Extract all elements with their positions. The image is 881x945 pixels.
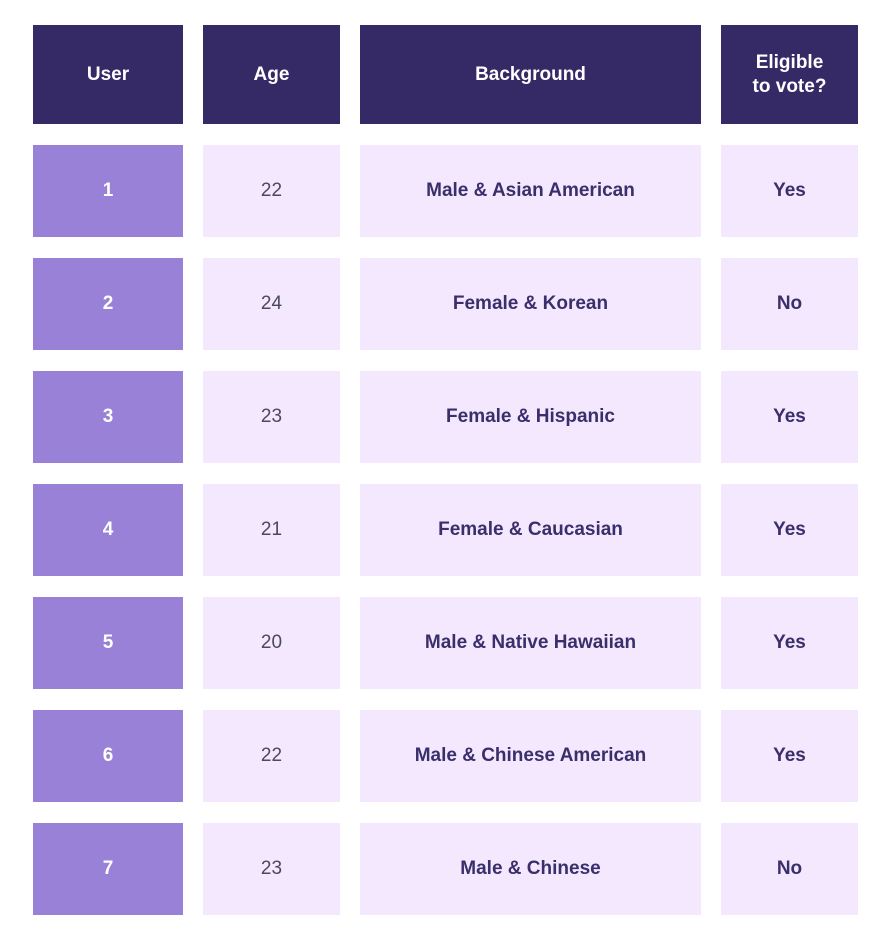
header-background: Background	[360, 25, 701, 124]
age-cell: 22	[203, 710, 340, 802]
age-cell: 23	[203, 371, 340, 463]
age-cell: 20	[203, 597, 340, 689]
background-cell: Female & Korean	[360, 258, 701, 350]
age-cell: 22	[203, 145, 340, 237]
user-id-cell: 1	[33, 145, 183, 237]
user-id-cell: 4	[33, 484, 183, 576]
background-cell: Male & Chinese American	[360, 710, 701, 802]
user-id-cell: 3	[33, 371, 183, 463]
user-id-cell: 5	[33, 597, 183, 689]
age-cell: 23	[203, 823, 340, 915]
user-id-cell: 7	[33, 823, 183, 915]
header-user: User	[33, 25, 183, 124]
eligible-cell: No	[721, 258, 858, 350]
age-cell: 24	[203, 258, 340, 350]
eligible-cell: No	[721, 823, 858, 915]
background-cell: Male & Asian American	[360, 145, 701, 237]
background-cell: Female & Hispanic	[360, 371, 701, 463]
background-cell: Male & Chinese	[360, 823, 701, 915]
age-cell: 21	[203, 484, 340, 576]
eligible-cell: Yes	[721, 371, 858, 463]
user-id-cell: 2	[33, 258, 183, 350]
user-id-cell: 6	[33, 710, 183, 802]
header-eligible-to-vote: Eligible to vote?	[721, 25, 858, 124]
eligible-cell: Yes	[721, 484, 858, 576]
header-age: Age	[203, 25, 340, 124]
data-table: User Age Background Eligible to vote? 1 …	[33, 25, 858, 915]
background-cell: Female & Caucasian	[360, 484, 701, 576]
eligible-cell: Yes	[721, 597, 858, 689]
eligible-cell: Yes	[721, 710, 858, 802]
eligible-cell: Yes	[721, 145, 858, 237]
background-cell: Male & Native Hawaiian	[360, 597, 701, 689]
